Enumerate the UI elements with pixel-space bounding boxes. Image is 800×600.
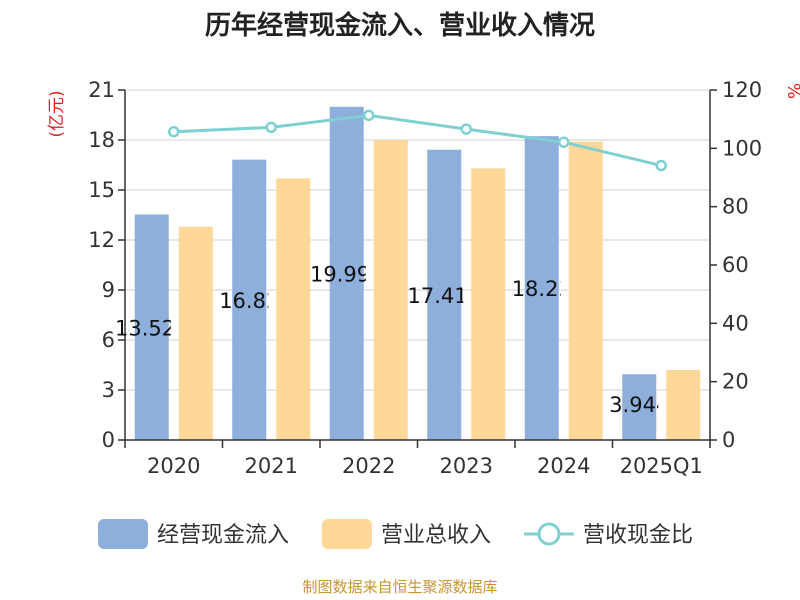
right-axis-tick-label: 100 [722,136,762,160]
bar-cash-inflow [427,149,462,440]
tick-labels: 0 3 6 9 12 15 18 21 0 20 40 60 80 100 120 2020 2021 2022 2… [88,78,762,478]
data-label-cash-inflow: 17.417 [408,284,481,308]
left-axis-tick-label: 15 [88,178,115,202]
left-axis-tick-label: 12 [88,228,115,252]
bar-cash-inflow [524,136,559,440]
ratio-point [655,159,667,172]
right-axis-tick-label: 0 [722,428,735,452]
right-axis-tick-label: 60 [722,253,749,277]
ratio-point [558,136,570,148]
source-note: 制图数据来自恒生聚源数据库 [302,578,497,596]
right-axis-tick-label: 20 [722,370,749,394]
data-label-cash-inflow: 19.993 [310,262,383,286]
ratio-point [168,125,180,138]
chart-title: 历年经营现金流入、营业收入情况 [205,10,595,41]
bar-revenue [373,140,408,440]
data-label-cash-inflow: 13.527 [115,316,188,340]
x-axis-tick-label: 2020 [147,454,200,478]
left-axis-tick-label: 21 [88,78,115,102]
bar-cash-inflow [134,214,169,440]
x-axis-tick-label: 2025Q1 [620,454,703,478]
left-axis-unit: (亿元) [47,90,67,137]
legend-swatch-revenue [322,519,372,549]
bar-revenue [666,370,701,440]
ratio-point [460,123,472,135]
x-axis-tick-label: 2022 [342,454,395,478]
axes [118,89,717,448]
gridlines [125,89,710,391]
legend: 经营现金流入 营业总收入 营收现金比 [98,519,693,549]
ratio-point [265,121,277,134]
bar-cash-inflow [622,374,657,440]
left-axis-tick-label: 0 [102,428,115,452]
ratio-line-path [173,113,662,168]
ratio-point [363,109,375,122]
x-axis-tick-label: 2024 [537,454,590,478]
legend-label-cash-inflow: 经营现金流入 [157,523,289,548]
right-axis-tick-label: 40 [722,311,749,335]
legend-swatch-cash-inflow [98,519,148,549]
bar-revenue [178,226,213,440]
bar-revenue [471,168,506,441]
legend-label-ratio: 营收现金比 [583,523,693,548]
left-axis-tick-label: 6 [102,328,115,352]
ratio-line [168,109,667,172]
bar-cash-inflow [329,106,364,441]
data-label-cash-inflow: 18.23 [512,277,572,301]
data-label-cash-inflow: 16.82 [219,289,279,313]
bar-revenue [276,178,311,441]
right-axis-tick-label: 120 [722,78,762,102]
right-axis-unit: % [783,83,800,99]
data-labels: 13.527 16.82 19.993 17.417 18.23 3.944 [115,262,669,417]
x-axis-tick-label: 2021 [245,454,298,478]
legend-marker-ratio [537,522,561,546]
left-axis-tick-label: 18 [88,128,115,152]
right-axis-tick-label: 80 [722,195,749,219]
left-axis-tick-label: 9 [102,278,115,302]
legend-label-revenue: 营业总收入 [381,523,491,548]
x-axis-tick-label: 2023 [440,454,493,478]
bars [134,106,701,441]
bar-cash-inflow [232,159,267,440]
data-label-cash-inflow: 3.944 [609,393,669,417]
bar-revenue [568,141,603,440]
left-axis-tick-label: 3 [102,378,115,402]
